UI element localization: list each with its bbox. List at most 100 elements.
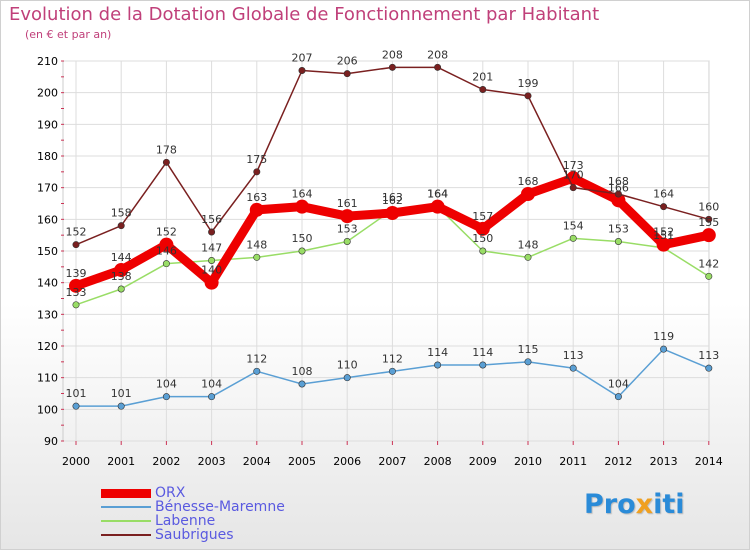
data-label-orx: 166 <box>608 181 629 194</box>
data-label-saubrigues: 208 <box>427 48 448 61</box>
chart-subtitle: (en € et par an) <box>25 28 112 41</box>
data-label-benesse-maremne: 114 <box>472 346 493 359</box>
data-label-saubrigues: 160 <box>698 200 719 213</box>
data-point-saubrigues <box>614 190 622 198</box>
data-label-labenne: 151 <box>653 229 674 242</box>
data-label-labenne: 153 <box>337 223 358 236</box>
data-point-saubrigues <box>388 63 396 71</box>
data-point-saubrigues <box>72 241 80 249</box>
y-tick-label: 90 <box>44 435 58 448</box>
data-label-benesse-maremne: 112 <box>382 352 403 365</box>
legend-item-orx: ORX <box>101 486 285 500</box>
data-point-saubrigues <box>208 228 216 236</box>
data-point-benesse-maremne <box>614 393 622 401</box>
data-label-saubrigues: 168 <box>608 175 629 188</box>
data-label-orx: 163 <box>246 191 267 204</box>
legend-item-labenne: Labenne <box>101 514 285 528</box>
data-label-benesse-maremne: 104 <box>201 378 222 391</box>
data-label-labenne: 164 <box>427 188 448 201</box>
x-tick-label: 2006 <box>333 455 361 468</box>
legend-label: Bénesse-Maremne <box>155 499 285 515</box>
data-label-saubrigues: 152 <box>66 226 87 239</box>
x-tick-label: 2011 <box>559 455 587 468</box>
data-label-labenne: 154 <box>563 219 584 232</box>
data-label-orx: 139 <box>66 267 87 280</box>
data-label-orx: 162 <box>382 194 403 207</box>
data-point-benesse-maremne <box>298 380 306 388</box>
data-point-labenne <box>117 285 125 293</box>
x-tick-label: 2002 <box>152 455 180 468</box>
y-tick-label: 190 <box>37 118 58 131</box>
x-tick-label: 2009 <box>469 455 497 468</box>
data-label-saubrigues: 201 <box>472 71 493 84</box>
data-point-benesse-maremne <box>569 364 577 372</box>
data-point-saubrigues <box>660 203 668 211</box>
data-label-orx: 144 <box>111 251 132 264</box>
data-point-orx <box>475 221 490 236</box>
data-point-benesse-maremne <box>253 367 261 375</box>
chart-title: Evolution de la Dotation Globale de Fonc… <box>9 4 600 25</box>
proxiti-logo: Proxiti <box>584 489 685 520</box>
data-label-labenne: 148 <box>246 238 267 251</box>
data-point-orx <box>385 206 400 220</box>
data-point-benesse-maremne <box>479 361 487 369</box>
data-point-saubrigues <box>434 63 442 71</box>
data-point-saubrigues <box>298 67 306 75</box>
data-point-orx <box>611 193 626 208</box>
legend-swatch-benesse-maremne <box>101 506 151 508</box>
legend-swatch-labenne <box>101 520 151 522</box>
legend-label: Saubrigues <box>155 527 234 543</box>
y-tick-label: 150 <box>37 245 58 258</box>
data-point-orx <box>340 209 355 224</box>
data-point-saubrigues <box>524 92 532 100</box>
data-label-orx: 152 <box>653 226 674 239</box>
data-point-orx <box>69 278 83 293</box>
data-label-saubrigues: 156 <box>201 213 222 226</box>
data-label-labenne: 138 <box>111 270 132 283</box>
data-label-labenne: 133 <box>66 286 87 299</box>
data-label-benesse-maremne: 113 <box>563 349 584 362</box>
data-point-labenne <box>614 238 622 246</box>
data-label-saubrigues: 207 <box>292 52 313 65</box>
legend-label: ORX <box>155 485 186 501</box>
y-tick-label: 140 <box>37 277 58 290</box>
data-point-benesse-maremne <box>660 345 668 353</box>
data-point-labenne <box>298 247 306 255</box>
data-point-orx <box>159 237 174 252</box>
data-label-benesse-maremne: 101 <box>111 387 132 400</box>
data-point-labenne <box>569 234 577 242</box>
x-tick-label: 2007 <box>378 455 406 468</box>
data-label-labenne: 148 <box>518 238 539 251</box>
data-point-saubrigues <box>117 222 125 230</box>
y-tick-label: 110 <box>37 372 58 385</box>
legend-item-saubrigues: Saubrigues <box>101 528 285 542</box>
data-label-saubrigues: 199 <box>518 77 539 90</box>
x-tick-label: 2000 <box>62 455 90 468</box>
y-tick-label: 100 <box>37 403 58 416</box>
y-tick-label: 130 <box>37 308 58 321</box>
data-point-saubrigues <box>705 215 713 223</box>
data-point-orx <box>701 228 716 243</box>
data-point-benesse-maremne <box>705 364 713 372</box>
data-point-saubrigues <box>479 86 487 94</box>
data-label-orx: 140 <box>201 264 222 277</box>
data-label-saubrigues: 164 <box>653 188 674 201</box>
data-point-orx <box>656 237 671 252</box>
data-label-benesse-maremne: 113 <box>698 349 719 362</box>
data-label-orx: 152 <box>156 226 177 239</box>
data-label-labenne: 150 <box>472 232 493 245</box>
data-label-benesse-maremne: 112 <box>246 352 267 365</box>
data-label-orx: 155 <box>698 216 719 229</box>
data-point-labenne <box>72 301 80 309</box>
data-label-orx: 161 <box>337 197 358 210</box>
data-label-benesse-maremne: 101 <box>66 387 87 400</box>
data-label-saubrigues: 208 <box>382 48 403 61</box>
x-tick-label: 2010 <box>514 455 542 468</box>
data-label-saubrigues: 170 <box>563 169 584 182</box>
data-point-benesse-maremne <box>72 402 80 410</box>
data-point-orx <box>204 275 219 290</box>
legend: ORX Bénesse-Maremne Labenne Saubrigues <box>101 486 285 542</box>
data-point-labenne <box>524 253 532 261</box>
x-tick-label: 2008 <box>424 455 452 468</box>
